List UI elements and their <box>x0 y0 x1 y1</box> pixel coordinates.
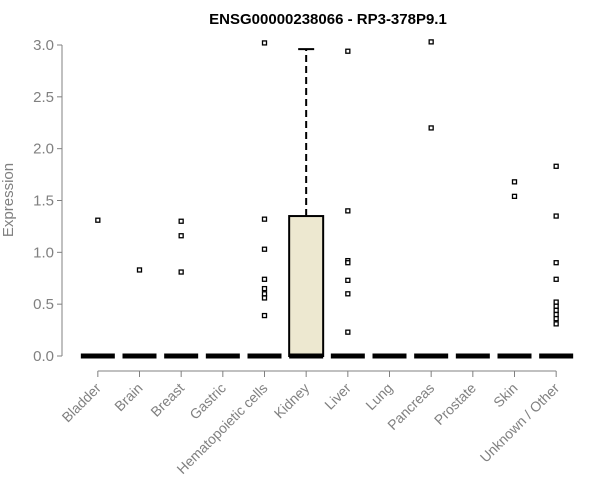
outlier-point <box>261 40 268 46</box>
outlier-point <box>511 179 518 185</box>
box-kidney <box>288 48 325 359</box>
box-bladder <box>80 217 115 359</box>
y-tick-label: 2.5 <box>33 89 54 106</box>
outlier-point <box>345 208 351 214</box>
box-unknown-other <box>539 163 574 359</box>
outlier-point <box>261 285 268 292</box>
outlier-point <box>553 276 559 282</box>
box-pancreas <box>414 39 449 359</box>
x-tick-label: Lung <box>362 380 395 413</box>
outlier-point <box>553 299 559 305</box>
outlier-point <box>553 213 559 219</box>
outlier-point <box>345 329 351 335</box>
outlier-point <box>511 193 518 200</box>
x-tick-label: Breast <box>147 380 187 420</box>
y-axis: 0.0 0.5 1.0 1.5 2.0 2.5 3.0 <box>33 37 63 365</box>
box-liver <box>330 48 365 359</box>
boxes-layer <box>80 39 574 359</box>
outlier-point <box>553 163 559 169</box>
box-body <box>288 215 325 357</box>
outlier-point <box>553 307 559 314</box>
outlier-point <box>261 291 268 297</box>
y-tick-label: 2.0 <box>33 141 54 158</box>
x-tick-label: Bladder <box>59 380 105 426</box>
outlier-point <box>345 277 351 283</box>
outlier-point <box>261 295 268 301</box>
outlier-point <box>553 316 559 322</box>
outlier-point <box>178 269 184 275</box>
outlier-point <box>345 48 351 54</box>
box-skin <box>497 179 532 359</box>
y-tick-label: 0.0 <box>33 348 54 365</box>
box-breast <box>164 218 199 359</box>
outlier-point <box>261 276 268 282</box>
outlier-point <box>553 260 559 266</box>
y-tick-label: 0.5 <box>33 296 54 313</box>
chart-title: ENSG00000238066 - RP3-378P9.1 <box>209 11 447 28</box>
x-tick-label: Liver <box>321 380 354 413</box>
outlier-point <box>95 217 101 223</box>
outlier-point <box>553 321 559 327</box>
x-tick-label: Prostate <box>431 380 479 428</box>
box-hematopoietic-cells <box>247 40 282 359</box>
x-tick-label: Unknown / Other <box>477 380 563 466</box>
outlier-point <box>553 311 559 318</box>
x-tick-label: Brain <box>111 380 145 414</box>
outlier-point <box>178 233 184 239</box>
y-tick-label: 1.0 <box>33 244 54 261</box>
outlier-point <box>345 291 351 297</box>
outlier-point <box>261 216 268 222</box>
outlier-point <box>553 303 559 309</box>
outlier-point <box>178 218 184 224</box>
y-tick-label: 3.0 <box>33 37 54 54</box>
outlier-point <box>428 39 434 45</box>
outlier-point <box>428 125 434 131</box>
y-axis-label: Expression <box>0 163 17 237</box>
outlier-point <box>261 246 268 252</box>
outlier-point <box>345 260 351 266</box>
x-tick-label: Skin <box>490 380 521 411</box>
box-brain <box>122 267 157 359</box>
outlier-point <box>136 267 143 273</box>
y-tick-label: 1.5 <box>33 193 54 210</box>
x-tick-label: Kidney <box>271 380 313 422</box>
outlier-point <box>261 312 268 319</box>
